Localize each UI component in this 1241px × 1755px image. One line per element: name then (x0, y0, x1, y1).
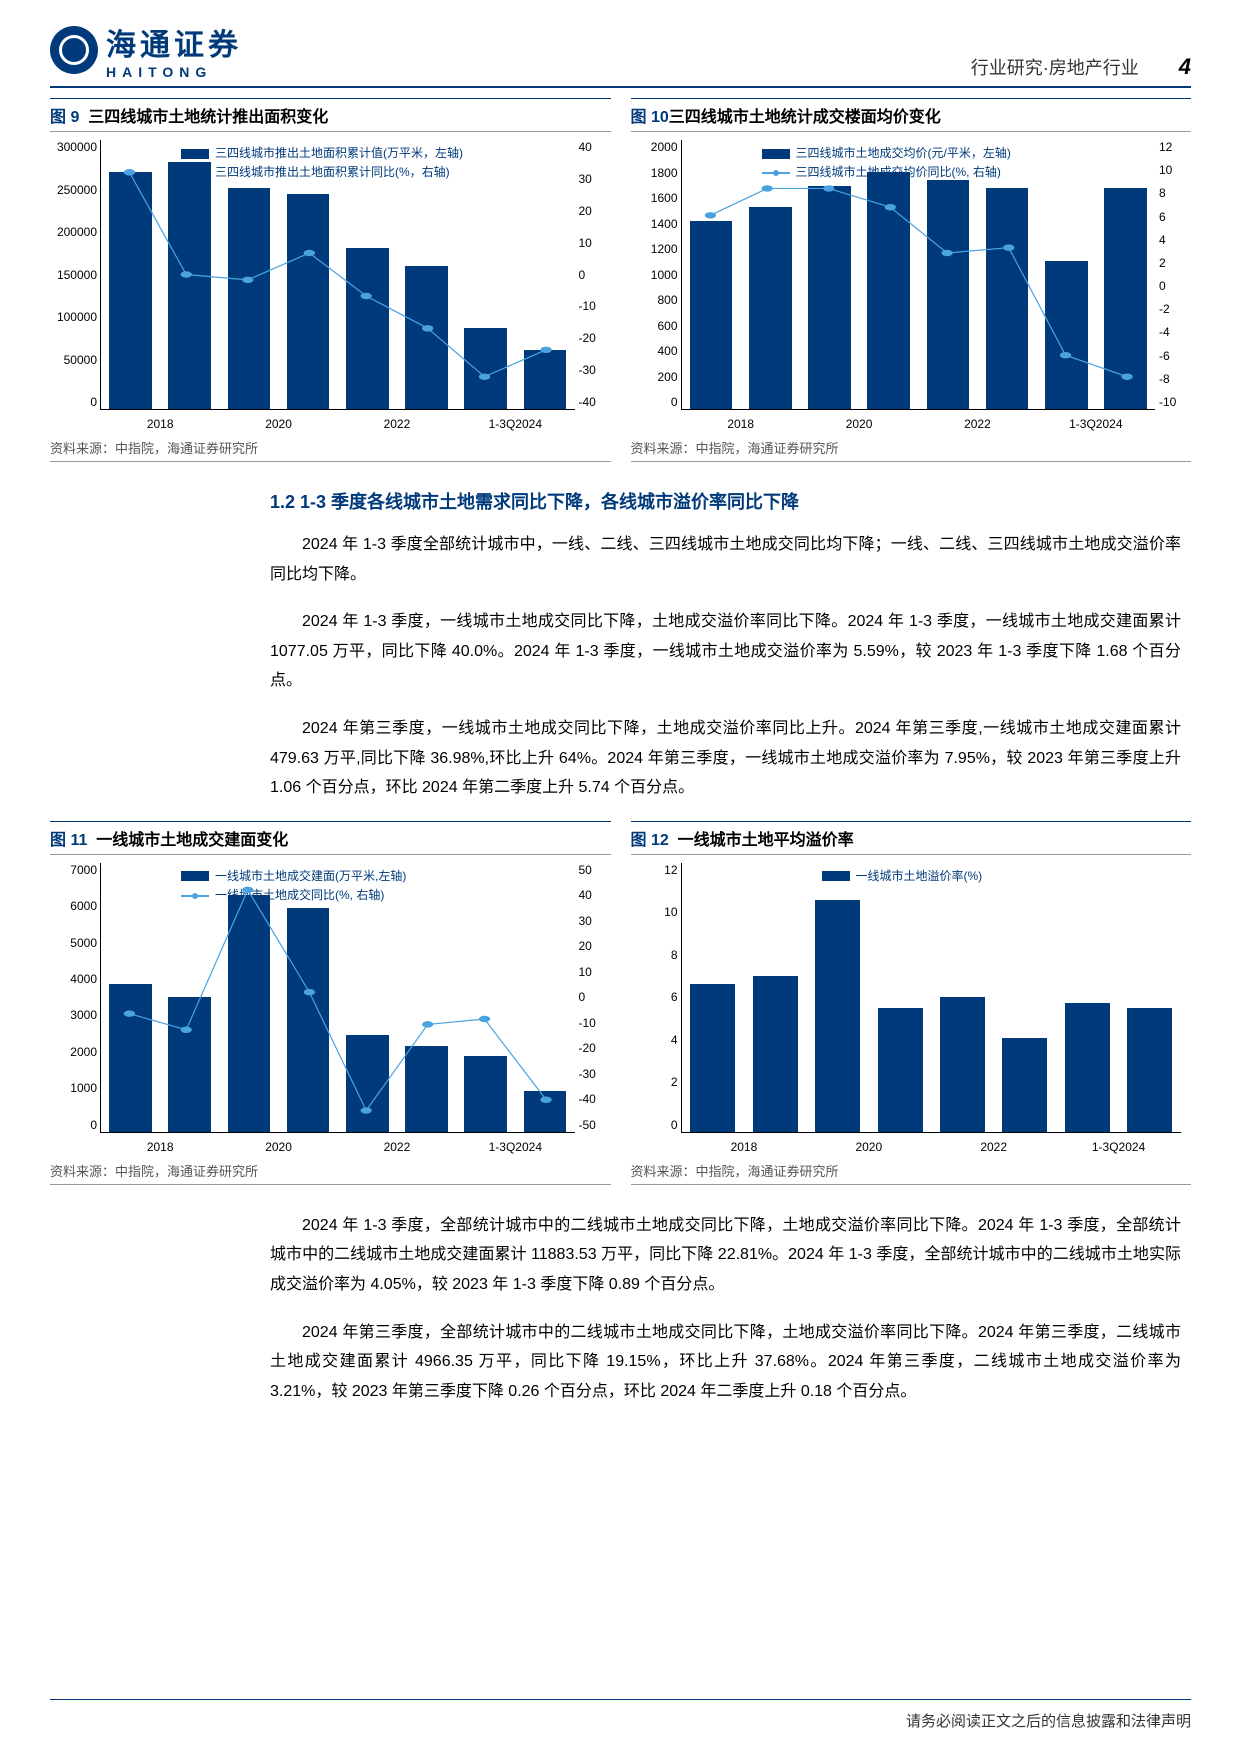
chart11: 一线城市土地成交建面(万平米,左轴) 一线城市土地成交同比(%, 右轴) 700… (100, 863, 575, 1133)
chart11-title: 图 11 一线城市土地成交建面变化 (50, 821, 611, 855)
page-number: 4 (1179, 54, 1191, 80)
page-header: 海通证券 HAITONG 行业研究·房地产行业 4 (50, 20, 1191, 88)
paragraph-2: 2024 年 1-3 季度，一线城市土地成交同比下降，土地成交溢价率同比下降。2… (270, 607, 1181, 696)
haitong-logo-icon (50, 26, 98, 74)
paragraph-3: 2024 年第三季度，一线城市土地成交同比下降，土地成交溢价率同比上升。2024… (270, 714, 1181, 803)
logo-block: 海通证券 HAITONG (50, 20, 242, 80)
chart10-title: 图 10三四线城市土地统计成交楼面均价变化 (631, 98, 1192, 132)
footer-disclaimer: 请务必阅读正文之后的信息披露和法律声明 (50, 1699, 1191, 1731)
chart12-title: 图 12 一线城市土地平均溢价率 (631, 821, 1192, 855)
company-name-cn: 海通证券 (106, 20, 242, 64)
paragraph-1: 2024 年 1-3 季度全部统计城市中，一线、二线、三四线城市土地成交同比均下… (270, 530, 1181, 589)
company-name-en: HAITONG (106, 64, 242, 80)
paragraph-4: 2024 年 1-3 季度，全部统计城市中的二线城市土地成交同比下降，土地成交溢… (270, 1211, 1181, 1300)
chart9-title: 图 9 三四线城市土地统计推出面积变化 (50, 98, 611, 132)
paragraph-5: 2024 年第三季度，全部统计城市中的二线城市土地成交同比下降，土地成交溢价率同… (270, 1318, 1181, 1407)
chart10: 三四线城市土地成交均价(元/平米，左轴) 三四线城市土地成交均价同比(%, 右轴… (681, 140, 1156, 410)
doc-category: 行业研究·房地产行业 (971, 54, 1139, 80)
section-heading: 1.2 1-3 季度各线城市土地需求同比下降，各线城市溢价率同比下降 (270, 488, 1191, 514)
chart9: 三四线城市推出土地面积累计值(万平米，左轴) 三四线城市推出土地面积累计同比(%… (100, 140, 575, 410)
chart12: 一线城市土地溢价率(%) 1210864202018202020221-3Q20… (681, 863, 1182, 1133)
